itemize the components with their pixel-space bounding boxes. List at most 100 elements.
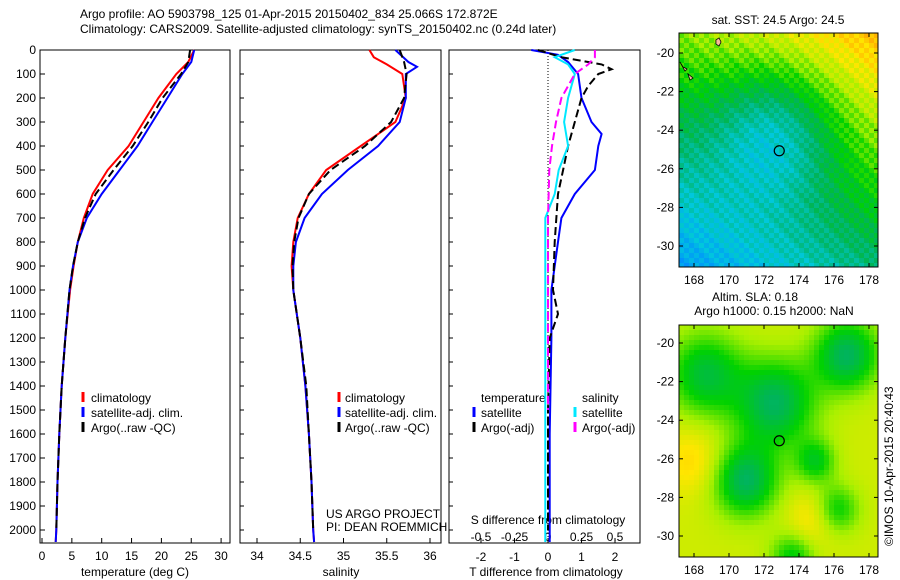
map-cell bbox=[794, 123, 799, 128]
map-cell bbox=[839, 445, 844, 450]
map-cell bbox=[814, 183, 819, 188]
map-cell bbox=[874, 440, 878, 445]
map-cell bbox=[799, 218, 804, 223]
map-cell bbox=[799, 400, 804, 405]
map-cell bbox=[824, 118, 829, 123]
map-cell bbox=[819, 98, 824, 103]
map-cell bbox=[789, 53, 794, 58]
map-cell bbox=[704, 188, 709, 193]
map-cell bbox=[814, 33, 819, 38]
map-cell bbox=[734, 555, 739, 557]
map-cell bbox=[814, 248, 819, 253]
map-cell bbox=[809, 510, 814, 515]
map-cell bbox=[859, 98, 864, 103]
map-cell bbox=[679, 103, 684, 108]
map-cell bbox=[769, 98, 774, 103]
map-cell bbox=[699, 168, 704, 173]
map-cell bbox=[724, 340, 729, 345]
map-cell bbox=[689, 350, 694, 355]
map-cell bbox=[744, 495, 749, 500]
map-cell bbox=[709, 365, 714, 370]
map-cell bbox=[684, 515, 689, 520]
map-cell bbox=[794, 143, 799, 148]
map-cell bbox=[809, 108, 814, 113]
map-cell bbox=[859, 420, 864, 425]
map-cell bbox=[704, 63, 709, 68]
map-cell bbox=[709, 123, 714, 128]
map-cell bbox=[799, 445, 804, 450]
map-cell bbox=[704, 213, 709, 218]
map-cell bbox=[814, 158, 819, 163]
map-cell bbox=[854, 158, 859, 163]
map-cell bbox=[864, 390, 869, 395]
map-cell bbox=[839, 133, 844, 138]
map-cell bbox=[834, 233, 839, 238]
map-cell bbox=[774, 460, 779, 465]
map-cell bbox=[744, 188, 749, 193]
map-cell bbox=[739, 500, 744, 505]
map-cell bbox=[849, 445, 854, 450]
map-cell bbox=[734, 415, 739, 420]
map-cell bbox=[714, 435, 719, 440]
map-cell bbox=[714, 48, 719, 53]
map-cell bbox=[759, 460, 764, 465]
map-cell bbox=[829, 440, 834, 445]
map-cell bbox=[784, 218, 789, 223]
map-cell bbox=[734, 540, 739, 545]
map-cell bbox=[874, 505, 878, 510]
map-cell bbox=[754, 405, 759, 410]
map-cell bbox=[724, 360, 729, 365]
map-cell bbox=[839, 490, 844, 495]
map-cell bbox=[739, 163, 744, 168]
map-cell bbox=[859, 355, 864, 360]
map-cell bbox=[839, 218, 844, 223]
map-cell bbox=[844, 213, 849, 218]
map-cell bbox=[749, 345, 754, 350]
map-cell bbox=[704, 330, 709, 335]
map-cell bbox=[844, 118, 849, 123]
map-cell bbox=[739, 153, 744, 158]
map-cell bbox=[789, 203, 794, 208]
map-cell bbox=[774, 500, 779, 505]
map-cell bbox=[834, 68, 839, 73]
map-cell bbox=[859, 58, 864, 63]
map-cell bbox=[779, 98, 784, 103]
map-cell bbox=[814, 550, 819, 555]
map-cell bbox=[729, 53, 734, 58]
map-cell bbox=[824, 188, 829, 193]
map-cell bbox=[779, 73, 784, 78]
map-cell bbox=[719, 258, 724, 263]
map-cell bbox=[739, 455, 744, 460]
map-cell bbox=[694, 73, 699, 78]
lat-tick-label: -22 bbox=[657, 375, 675, 389]
map-cell bbox=[869, 550, 874, 555]
map-cell bbox=[754, 218, 759, 223]
temperature-panel: temperature (deg C) climatology satellit… bbox=[9, 43, 231, 579]
difference-panel: T difference from climatology S differen… bbox=[448, 49, 641, 579]
map-cell bbox=[694, 340, 699, 345]
map-cell bbox=[759, 515, 764, 520]
map-cell bbox=[854, 53, 859, 58]
map-cell bbox=[749, 445, 754, 450]
map-cell bbox=[684, 63, 689, 68]
map-cell bbox=[849, 515, 854, 520]
map-cell bbox=[859, 158, 864, 163]
map-cell bbox=[754, 198, 759, 203]
map-cell bbox=[709, 510, 714, 515]
map-cell bbox=[794, 495, 799, 500]
map-cell bbox=[779, 68, 784, 73]
map-cell bbox=[784, 490, 789, 495]
depth-tick-label: 1000 bbox=[9, 283, 36, 297]
map-cell bbox=[679, 450, 684, 455]
map-cell bbox=[689, 515, 694, 520]
map-cell bbox=[684, 505, 689, 510]
map-cell bbox=[824, 520, 829, 525]
map-cell bbox=[784, 340, 789, 345]
map-cell bbox=[769, 148, 774, 153]
map-cell bbox=[794, 480, 799, 485]
map-cell bbox=[834, 415, 839, 420]
map-cell bbox=[799, 148, 804, 153]
map-cell bbox=[729, 355, 734, 360]
map-cell bbox=[819, 233, 824, 238]
map-cell bbox=[799, 365, 804, 370]
